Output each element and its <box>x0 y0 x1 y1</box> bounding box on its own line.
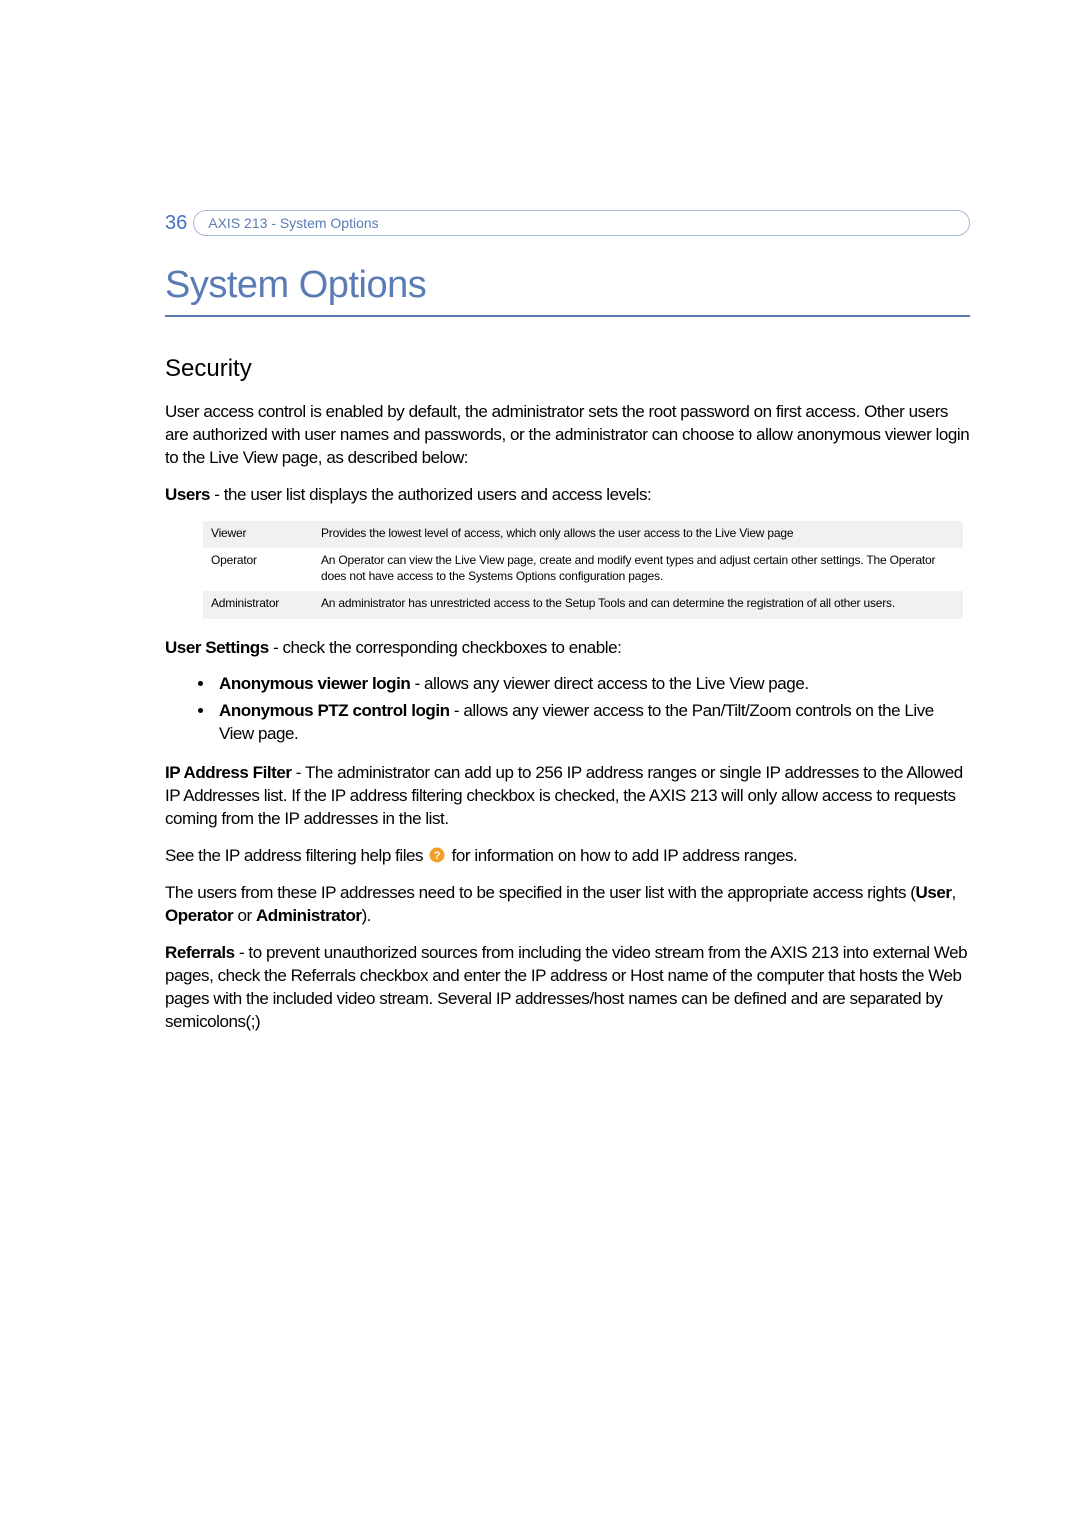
list-item: Anonymous PTZ control login - allows any… <box>215 700 970 746</box>
breadcrumb-bar: AXIS 213 - System Options <box>193 210 970 236</box>
referrals-label: Referrals <box>165 943 235 962</box>
ip-filter-paragraph: IP Address Filter - The administrator ca… <box>165 762 970 831</box>
user-settings-lead: User Settings - check the corresponding … <box>165 637 970 660</box>
roles-table: Viewer Provides the lowest level of acce… <box>203 521 963 619</box>
page-title: System Options <box>165 264 970 307</box>
table-row: Operator An Operator can view the Live V… <box>203 548 963 591</box>
help-icon-glyph: ? <box>434 850 441 862</box>
sep1: , <box>952 883 956 902</box>
note-end: ). <box>362 906 371 925</box>
help-icon: ? <box>429 847 445 863</box>
section-heading-security: Security <box>165 355 970 383</box>
role-desc-operator: An Operator can view the Live View page,… <box>313 548 963 591</box>
ip-filter-label: IP Address Filter <box>165 763 292 782</box>
help-text-after: for information on how to add IP address… <box>452 846 798 865</box>
page-number: 36 <box>165 212 187 235</box>
sep2: or <box>233 906 256 925</box>
page-header: 36 AXIS 213 - System Options <box>165 210 970 236</box>
role-name-viewer: Viewer <box>203 521 313 548</box>
role-name-administrator: Administrator <box>203 591 313 618</box>
ip-users-note-text-1: The users from these IP addresses need t… <box>165 883 916 902</box>
user-settings-rest: - check the corresponding checkboxes to … <box>269 638 622 657</box>
table-row: Administrator An administrator has unres… <box>203 591 963 618</box>
help-paragraph: See the IP address filtering help files … <box>165 845 970 868</box>
role-admin: Administrator <box>256 906 362 925</box>
user-settings-bullets: Anonymous viewer login - allows any view… <box>215 673 970 746</box>
bullet-label-anon-viewer: Anonymous viewer login <box>219 674 410 693</box>
users-label: Users <box>165 485 210 504</box>
users-list-rest: - the user list displays the authorized … <box>210 485 651 504</box>
role-name-operator: Operator <box>203 548 313 591</box>
role-desc-viewer: Provides the lowest level of access, whi… <box>313 521 963 548</box>
help-text-before: See the IP address filtering help files <box>165 846 427 865</box>
referrals-paragraph: Referrals - to prevent unauthorized sour… <box>165 942 970 1034</box>
referrals-rest: - to prevent unauthorized sources from i… <box>165 943 967 1031</box>
role-desc-administrator: An administrator has unrestricted access… <box>313 591 963 618</box>
breadcrumb: AXIS 213 - System Options <box>208 215 378 231</box>
user-settings-label: User Settings <box>165 638 269 657</box>
list-item: Anonymous viewer login - allows any view… <box>215 673 970 696</box>
title-underline <box>165 315 970 317</box>
intro-paragraph: User access control is enabled by defaul… <box>165 401 970 470</box>
table-row: Viewer Provides the lowest level of acce… <box>203 521 963 548</box>
users-list-lead: Users - the user list displays the autho… <box>165 484 970 507</box>
bullet-label-anon-ptz: Anonymous PTZ control login <box>219 701 450 720</box>
bullet-rest-anon-viewer: - allows any viewer direct access to the… <box>410 674 808 693</box>
role-user: User <box>916 883 952 902</box>
ip-users-note: The users from these IP addresses need t… <box>165 882 970 928</box>
role-operator: Operator <box>165 906 233 925</box>
